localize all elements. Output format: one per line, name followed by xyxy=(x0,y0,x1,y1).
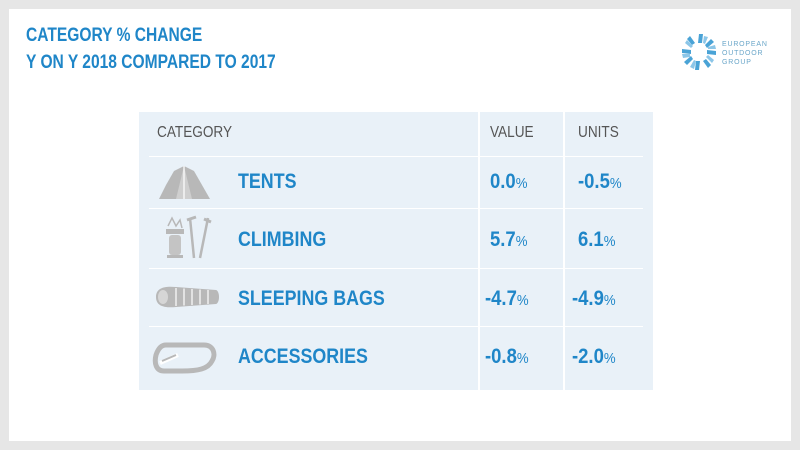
category-name: SLEEPING BAGS xyxy=(238,287,385,310)
table-divider xyxy=(149,268,643,269)
header-category: CATEGORY xyxy=(157,124,233,141)
category-name: TENTS xyxy=(238,170,297,193)
category-table xyxy=(139,112,653,390)
slide-title: CATEGORY % CHANGE Y ON Y 2018 COMPARED T… xyxy=(26,22,276,76)
logo-text-line-1: EUROPEAN xyxy=(722,41,768,48)
value-cell: -0.8% xyxy=(485,345,529,368)
category-name: CLIMBING xyxy=(238,228,327,251)
value-cell: 0.0% xyxy=(490,170,528,193)
units-cell: -2.0% xyxy=(572,345,616,368)
header-units: UNITS xyxy=(578,124,619,141)
units-cell: 6.1% xyxy=(578,228,616,251)
table-divider xyxy=(149,156,643,157)
tent-icon xyxy=(159,166,210,199)
units-cell: -0.5% xyxy=(578,170,622,193)
category-name: ACCESSORIES xyxy=(238,345,368,368)
european-outdoor-group-logo: EUROPEAN OUTDOOR GROUP xyxy=(678,30,768,74)
header-value: VALUE xyxy=(490,124,534,141)
title-line-2: Y ON Y 2018 COMPARED TO 2017 xyxy=(26,52,276,73)
sleeping-bag-icon xyxy=(156,286,219,308)
units-cell: -4.9% xyxy=(572,287,616,310)
logo-mark-icon xyxy=(682,34,716,70)
value-cell: -4.7% xyxy=(485,287,529,310)
value-cell: 5.7% xyxy=(490,228,528,251)
column-divider xyxy=(563,112,565,390)
logo-text-line-3: GROUP xyxy=(722,59,752,66)
table-divider xyxy=(149,326,643,327)
climbing-gear-icon xyxy=(166,215,212,259)
logo-text: EUROPEAN OUTDOOR GROUP xyxy=(722,40,768,67)
carabiner-icon xyxy=(152,342,217,374)
table-divider xyxy=(149,208,643,209)
title-line-1: CATEGORY % CHANGE xyxy=(26,25,203,46)
column-divider xyxy=(478,112,480,390)
logo-text-line-2: OUTDOOR xyxy=(722,50,764,57)
